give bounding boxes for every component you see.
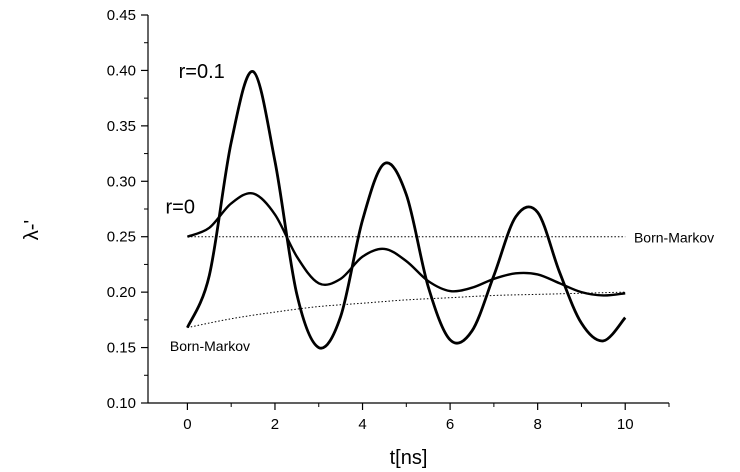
x-axis-title: t[ns] <box>390 447 428 469</box>
born-markov-label: Born-Markov <box>170 338 250 354</box>
x-tick-label: 6 <box>446 416 454 433</box>
y-tick-label: 0.45 <box>107 7 136 24</box>
series-line-r-0-1 <box>186 70 627 350</box>
series-line-r-0 <box>186 191 626 297</box>
y-tick-label: 0.35 <box>107 118 136 135</box>
y-tick-label: 0.15 <box>107 340 136 357</box>
x-tick-label: 0 <box>183 416 191 433</box>
series-label: r=0 <box>166 196 195 218</box>
y-axis-title: λ-' <box>21 220 43 240</box>
y-tick-label: 0.40 <box>107 62 136 79</box>
series-label: r=0.1 <box>179 61 225 83</box>
series-line-born-markov <box>187 291 626 329</box>
y-tick-label: 0.30 <box>107 173 136 190</box>
y-tick-label: 0.25 <box>107 229 136 246</box>
x-tick-label: 4 <box>358 416 366 433</box>
labels-group: r=0.1 r=0 Born-Markov Born-Markov <box>166 61 715 354</box>
y-tick-label: 0.10 <box>107 395 136 412</box>
x-tick-label: 8 <box>533 416 541 433</box>
born-markov-label: Born-Markov <box>634 229 714 245</box>
y-tick-label: 0.20 <box>107 284 136 301</box>
axes: 0 2 4 6 8 10 0.10 0.15 0.20 0.25 0.30 0.35 0.40 0.45 <box>107 7 670 433</box>
x-tick-label: 10 <box>617 416 634 433</box>
x-tick-label: 2 <box>271 416 279 433</box>
series-group <box>186 70 627 350</box>
